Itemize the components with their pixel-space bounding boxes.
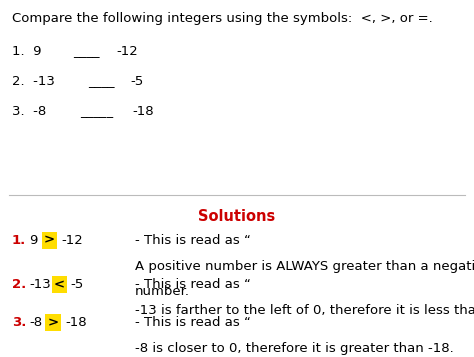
- Text: Solutions: Solutions: [199, 209, 275, 224]
- Text: -18: -18: [65, 316, 87, 329]
- Text: ____: ____: [73, 45, 100, 57]
- Text: Compare the following integers using the symbols:  <, >, or =.: Compare the following integers using the…: [12, 12, 433, 25]
- Text: -5: -5: [70, 278, 83, 291]
- Text: -12: -12: [62, 234, 83, 247]
- Text: 1.: 1.: [12, 234, 26, 247]
- Text: -18: -18: [133, 105, 155, 118]
- Text: -8 is closer to 0, therefore it is greater than -18.: -8 is closer to 0, therefore it is great…: [135, 342, 454, 355]
- Text: 2.  -13: 2. -13: [12, 75, 55, 88]
- Text: 3.: 3.: [12, 316, 26, 329]
- Text: number.: number.: [135, 285, 190, 298]
- Text: A positive number is ALWAYS greater than a negative: A positive number is ALWAYS greater than…: [135, 260, 474, 272]
- Text: -13: -13: [29, 278, 51, 291]
- Text: >: >: [44, 234, 55, 247]
- Text: -8: -8: [29, 316, 43, 329]
- Text: 1.  9: 1. 9: [12, 45, 41, 57]
- Text: _____: _____: [81, 105, 114, 118]
- Text: - This is read as “: - This is read as “: [135, 234, 251, 247]
- Text: 2.: 2.: [12, 278, 26, 291]
- Text: 3.  -8: 3. -8: [12, 105, 46, 118]
- Text: >: >: [47, 316, 58, 329]
- Text: <: <: [54, 278, 64, 291]
- Text: ____: ____: [88, 75, 114, 88]
- Text: - This is read as “: - This is read as “: [135, 278, 251, 291]
- Text: -13 is farther to the left of 0, therefore it is less than -5.: -13 is farther to the left of 0, therefo…: [135, 304, 474, 317]
- Text: 9: 9: [29, 234, 38, 247]
- Text: -12: -12: [116, 45, 138, 57]
- Text: - This is read as “: - This is read as “: [135, 316, 251, 329]
- Text: -5: -5: [130, 75, 144, 88]
